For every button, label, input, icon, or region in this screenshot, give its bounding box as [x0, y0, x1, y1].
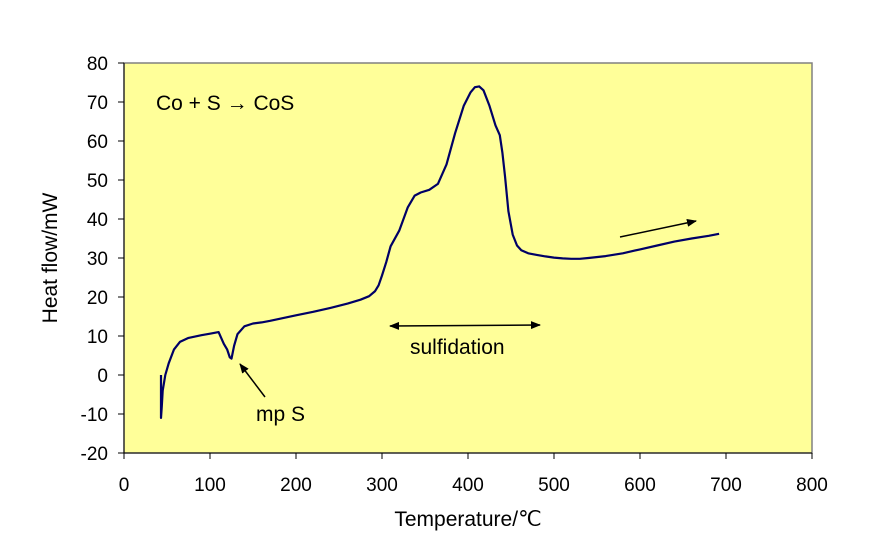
y-tick-label: 50	[87, 171, 108, 192]
x-tick-label: 200	[280, 475, 312, 496]
x-tick-label: 800	[796, 475, 828, 496]
y-axis-title: Heat flow/mW	[39, 192, 62, 323]
x-tick-label: 400	[452, 475, 484, 496]
y-tick-label: -10	[81, 405, 108, 426]
x-ticks: 0 100 200 300 400 500 600 700 800	[119, 453, 828, 496]
x-tick-label: 600	[624, 475, 656, 496]
melting-point-label: mp S	[256, 403, 305, 426]
sulfidation-label: sulfidation	[410, 336, 505, 359]
y-tick-label: 40	[87, 210, 108, 231]
reaction-label: Co + S → CoS	[156, 92, 294, 115]
y-tick-label: 20	[87, 288, 108, 309]
y-tick-label: 10	[87, 327, 108, 348]
x-tick-label: 300	[366, 475, 398, 496]
x-tick-label: 500	[538, 475, 570, 496]
y-tick-label: 80	[87, 54, 108, 75]
y-tick-label: 0	[97, 366, 108, 387]
x-tick-label: 0	[119, 475, 130, 496]
plot-area	[123, 62, 813, 454]
y-ticks: -20 -10 0 10 20 30 40 50 60 70 80	[81, 54, 124, 465]
y-tick-label: 70	[87, 93, 108, 114]
x-tick-label: 100	[194, 475, 226, 496]
y-tick-label: -20	[81, 444, 108, 465]
heat-flow-series-line	[159, 85, 720, 419]
sulfidation-range-arrow	[389, 321, 541, 330]
x-tick-label: 700	[710, 475, 742, 496]
melting-point-arrow	[239, 363, 266, 398]
heating-direction-arrow	[619, 218, 697, 238]
y-tick-label: 30	[87, 249, 108, 270]
y-tick-label: 60	[87, 132, 108, 153]
x-axis-title: Temperature/℃	[394, 508, 541, 531]
